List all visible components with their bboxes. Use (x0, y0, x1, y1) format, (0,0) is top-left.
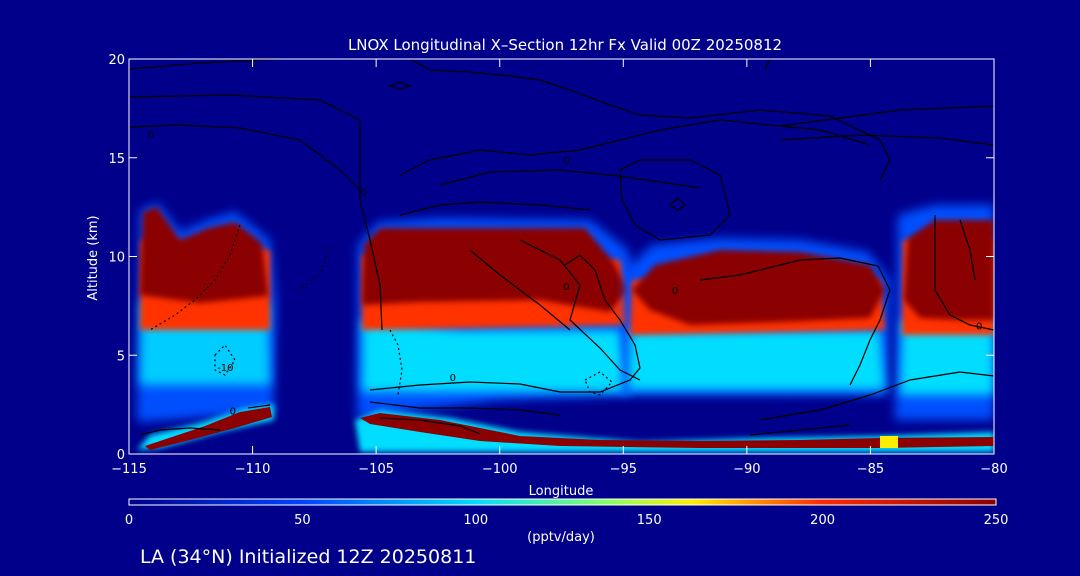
y-tick-label: 5 (117, 349, 125, 364)
colorbar-ramp (128, 498, 997, 506)
contour-label: -10 (217, 363, 233, 374)
location-footer: LA (34°N) Initialized 12Z 20250811 (140, 546, 476, 568)
x-axis-label: Longitude (529, 484, 594, 499)
contour-lines (129, 59, 994, 436)
contour-label: 0 (672, 286, 678, 297)
colorbar-label: (pptv/day) (527, 530, 595, 545)
contour-label: 0 (361, 187, 367, 198)
storm-column-east (895, 205, 994, 420)
colorbar-tick-label: 50 (294, 513, 311, 528)
storm-column-east-central (622, 238, 890, 395)
chart-title: LNOX Longitudinal X–Section 12hr Fx Vali… (348, 36, 782, 54)
x-axis: −115 −110 −105 −100 −95 −90 −85 −80 (111, 59, 1008, 477)
x-tick-label: −115 (111, 462, 147, 477)
y-axis: 0 5 10 15 20 (108, 53, 994, 463)
colorbar-tick-label: 250 (984, 513, 1009, 528)
storm-column-west (137, 203, 276, 422)
x-tick-label: −85 (857, 462, 884, 477)
colorbar-tick-label: 150 (637, 513, 662, 528)
x-tick-label: −80 (980, 462, 1007, 477)
contour-label: 0 (563, 156, 569, 167)
contour-label: 0 (563, 282, 569, 293)
y-axis-label: Altitude (km) (86, 215, 101, 300)
surface-band (137, 404, 994, 452)
colorbar-tick-label: 200 (810, 513, 835, 528)
contour-label: 0 (450, 373, 456, 384)
y-tick-label: 20 (108, 53, 125, 68)
y-tick-label: 10 (108, 251, 125, 266)
y-tick-label: 15 (108, 152, 125, 167)
x-tick-label: −90 (733, 462, 760, 477)
contour-labels: 0 0 0 0 0 0 0 0 -10 (148, 130, 982, 418)
contour-label: 0 (148, 130, 154, 141)
colorbar-tick-label: 0 (125, 513, 133, 528)
colorbar-tick-label: 100 (463, 513, 488, 528)
plot-area: 0 0 0 0 0 0 0 0 -10 (129, 59, 994, 454)
x-tick-label: −100 (482, 462, 518, 477)
contour-lines-dashed (149, 224, 613, 396)
colorbar-ticks: 0 50 100 150 200 250 (125, 513, 1009, 528)
storm-column-central (357, 218, 640, 418)
x-tick-label: −105 (358, 462, 394, 477)
x-tick-label: −95 (610, 462, 637, 477)
contour-label: 0 (976, 322, 982, 333)
colorbar: 0 50 100 150 200 250 (pptv/day) (125, 498, 1009, 545)
y-tick-label: 0 (117, 448, 125, 463)
contour-label: 0 (230, 407, 236, 418)
x-tick-label: −110 (235, 462, 271, 477)
